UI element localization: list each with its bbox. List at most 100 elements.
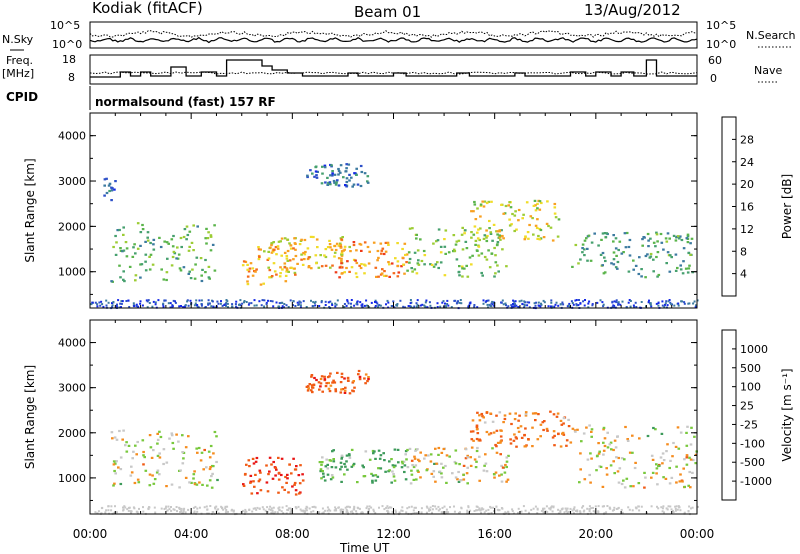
power-cell xyxy=(553,206,557,209)
power-cell xyxy=(354,272,358,275)
power-cell xyxy=(363,304,366,307)
velocity-cell xyxy=(465,472,469,475)
power-cell xyxy=(688,264,691,267)
velocity-cell xyxy=(256,492,259,495)
velocity-cell xyxy=(351,510,354,513)
power-cell xyxy=(176,257,180,260)
velocity-cell xyxy=(579,510,582,513)
power-cell xyxy=(602,305,605,308)
velocity-cell xyxy=(674,507,677,510)
power-cell xyxy=(386,299,389,302)
power-cell xyxy=(239,299,242,302)
power-colorbar-tick-label: 4 xyxy=(740,268,747,281)
velocity-cell xyxy=(215,435,218,438)
power-cell xyxy=(625,231,629,235)
power-cell xyxy=(500,229,503,232)
velocity-cell xyxy=(390,458,393,461)
power-cell xyxy=(413,268,417,271)
power-cell xyxy=(665,240,669,243)
velocity-cell xyxy=(367,376,370,379)
velocity-cell xyxy=(487,508,490,511)
power-cell xyxy=(627,245,631,249)
power-cell xyxy=(333,173,337,176)
velocity-cell xyxy=(259,471,262,474)
velocity-cell xyxy=(531,426,534,429)
velocity-cell xyxy=(370,506,373,509)
power-cell xyxy=(165,241,169,244)
velocity-cell xyxy=(565,444,568,447)
velocity-cell xyxy=(543,507,546,510)
power-cell xyxy=(635,306,638,308)
velocity-cell xyxy=(470,438,474,441)
velocity-cell xyxy=(151,474,154,477)
velocity-cell xyxy=(454,449,458,452)
power-cell xyxy=(132,302,135,305)
power-cell xyxy=(246,280,249,283)
power-cell xyxy=(561,301,564,304)
velocity-cell xyxy=(688,505,691,508)
power-colorbar-tick-label: 16 xyxy=(740,201,754,214)
power-cell xyxy=(296,262,299,265)
power-cell xyxy=(647,245,650,248)
power-cell xyxy=(288,242,291,245)
velocity-cell xyxy=(667,505,670,508)
velocity-cell xyxy=(406,507,409,510)
power-cell xyxy=(407,305,410,307)
velocity-cell xyxy=(552,430,556,433)
velocity-cell xyxy=(261,506,264,509)
power-cell xyxy=(473,203,477,206)
power-cell xyxy=(526,304,529,307)
velocity-cell xyxy=(107,509,110,512)
velocity-cell xyxy=(179,469,182,472)
power-cell xyxy=(292,304,294,307)
velocity-cell xyxy=(605,511,608,514)
velocity-cell xyxy=(262,508,265,511)
power-cell xyxy=(486,234,489,238)
power-cell xyxy=(581,251,584,254)
power-cell xyxy=(386,241,390,244)
velocity-cell xyxy=(254,507,257,510)
velocity-cell xyxy=(94,511,97,514)
velocity-cell xyxy=(635,507,638,510)
velocity-cell xyxy=(326,473,330,476)
velocity-cell xyxy=(340,454,344,457)
power-cell xyxy=(281,305,284,308)
velocity-cell xyxy=(586,458,590,461)
velocity-cell xyxy=(286,473,289,476)
velocity-cell xyxy=(531,412,535,415)
velocity-cell xyxy=(184,511,187,514)
nsky-series xyxy=(89,36,698,44)
velocity-cell xyxy=(397,461,400,464)
velocity-cell xyxy=(147,507,150,510)
power-cell xyxy=(160,268,163,271)
power-cell xyxy=(383,270,386,273)
power-cell xyxy=(307,256,311,259)
power-cell xyxy=(286,249,290,253)
velocity-colorbar-tick-label: -100 xyxy=(740,437,765,450)
velocity-cell xyxy=(343,462,346,466)
velocity-cell xyxy=(271,511,274,514)
velocity-cell xyxy=(476,505,479,508)
power-cell xyxy=(488,266,492,269)
power-cell xyxy=(415,272,419,275)
power-cell xyxy=(310,267,313,270)
velocity-cell xyxy=(329,478,333,481)
velocity-cell xyxy=(298,492,301,495)
velocity-cell xyxy=(113,482,116,485)
velocity-cell xyxy=(476,509,479,512)
velocity-cell xyxy=(681,480,684,483)
power-cell xyxy=(482,302,485,305)
velocity-cell xyxy=(410,505,413,508)
velocity-cell xyxy=(304,507,307,510)
velocity-cell xyxy=(339,391,343,394)
velocity-cell xyxy=(112,463,116,466)
power-cell xyxy=(253,299,256,302)
velocity-cell xyxy=(333,509,336,512)
power-cell xyxy=(492,223,496,226)
power-cell xyxy=(652,258,655,261)
velocity-cell xyxy=(553,444,556,447)
velocity-cell xyxy=(609,464,613,467)
power-cell xyxy=(559,303,562,306)
velocity-cell xyxy=(459,479,462,482)
power-cell xyxy=(329,266,332,269)
